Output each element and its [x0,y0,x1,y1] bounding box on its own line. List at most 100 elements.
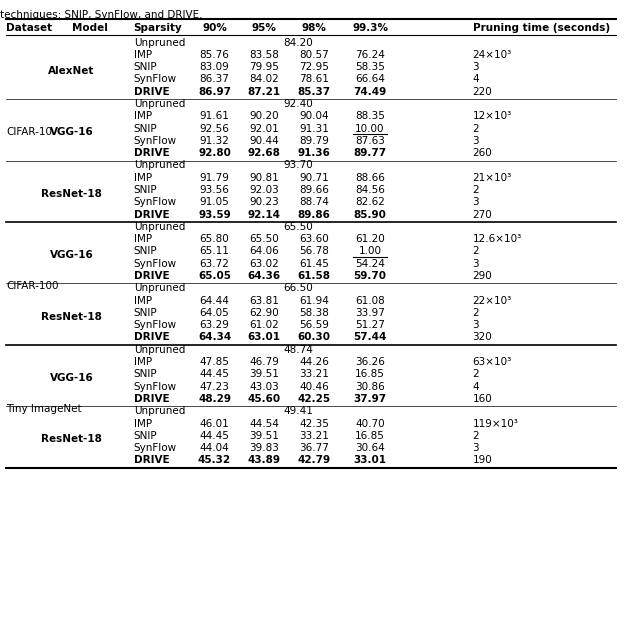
Text: 63.29: 63.29 [200,320,230,330]
Text: 160: 160 [473,394,492,404]
Text: 4: 4 [473,381,479,392]
Text: DRIVE: DRIVE [134,333,170,342]
Text: 4: 4 [473,74,479,84]
Text: 61.02: 61.02 [250,320,279,330]
Text: AlexNet: AlexNet [49,66,95,76]
Text: 220: 220 [473,87,492,97]
Text: 92.40: 92.40 [284,99,314,109]
Text: 260: 260 [473,148,492,158]
Text: DRIVE: DRIVE [134,394,170,404]
Text: 44.45: 44.45 [200,431,230,441]
Text: 3: 3 [473,136,479,146]
Text: 37.97: 37.97 [353,394,387,404]
Text: 49.41: 49.41 [284,406,314,416]
Text: 92.80: 92.80 [198,148,231,158]
Text: 84.20: 84.20 [284,38,314,47]
Text: 87.21: 87.21 [248,87,281,97]
Text: 65.50: 65.50 [250,234,279,244]
Text: 45.32: 45.32 [198,456,231,465]
Text: 3: 3 [473,197,479,207]
Text: 57.44: 57.44 [353,333,387,342]
Text: 48.74: 48.74 [284,345,314,355]
Text: 91.79: 91.79 [200,173,230,183]
Text: 92.68: 92.68 [248,148,281,158]
Text: 65.50: 65.50 [284,222,314,232]
Text: 85.76: 85.76 [200,50,230,60]
Text: 54.24: 54.24 [355,259,385,269]
Text: ResNet-18: ResNet-18 [41,189,102,198]
Text: 83.09: 83.09 [200,62,229,72]
Text: CIFAR-100: CIFAR-100 [6,281,59,291]
Text: Unpruned: Unpruned [134,161,185,170]
Text: 190: 190 [473,456,492,465]
Text: 33.01: 33.01 [353,456,387,465]
Text: 21×10³: 21×10³ [473,173,512,183]
Text: 92.14: 92.14 [248,210,281,220]
Text: 3: 3 [473,259,479,269]
Text: 90.81: 90.81 [250,173,279,183]
Text: 24×10³: 24×10³ [473,50,512,60]
Text: 62.90: 62.90 [250,308,279,318]
Text: 90.71: 90.71 [299,173,329,183]
Text: IMP: IMP [134,296,152,306]
Text: Unpruned: Unpruned [134,406,185,416]
Text: 63.72: 63.72 [200,259,230,269]
Text: Unpruned: Unpruned [134,284,185,293]
Text: 40.46: 40.46 [299,381,329,392]
Text: 90.23: 90.23 [250,197,279,207]
Text: IMP: IMP [134,419,152,429]
Text: Model: Model [72,22,108,33]
Text: DRIVE: DRIVE [134,148,170,158]
Text: 58.35: 58.35 [355,62,385,72]
Text: 44.04: 44.04 [200,443,229,453]
Text: 90%: 90% [202,22,227,33]
Text: 90.44: 90.44 [250,136,279,146]
Text: 86.97: 86.97 [198,87,231,97]
Text: DRIVE: DRIVE [134,271,170,281]
Text: 86.37: 86.37 [200,74,230,84]
Text: 88.35: 88.35 [355,111,385,122]
Text: 66.50: 66.50 [284,284,314,293]
Text: 44.54: 44.54 [250,419,279,429]
Text: IMP: IMP [134,234,152,244]
Text: VGG-16: VGG-16 [50,250,93,260]
Text: 30.86: 30.86 [355,381,385,392]
Text: 44.45: 44.45 [200,369,230,380]
Text: VGG-16: VGG-16 [50,127,93,137]
Text: SNIP: SNIP [134,246,157,257]
Text: 65.11: 65.11 [200,246,230,257]
Text: 16.85: 16.85 [355,431,385,441]
Text: SynFlow: SynFlow [134,443,177,453]
Text: Unpruned: Unpruned [134,222,185,232]
Text: 83.58: 83.58 [250,50,279,60]
Text: 3: 3 [473,320,479,330]
Text: 88.74: 88.74 [299,197,329,207]
Text: SynFlow: SynFlow [134,136,177,146]
Text: 63.02: 63.02 [250,259,279,269]
Text: 87.63: 87.63 [355,136,385,146]
Text: 39.51: 39.51 [250,431,279,441]
Text: 63.60: 63.60 [299,234,329,244]
Text: SynFlow: SynFlow [134,259,177,269]
Text: 66.64: 66.64 [355,74,385,84]
Text: SNIP: SNIP [134,185,157,195]
Text: 64.34: 64.34 [198,333,231,342]
Text: Tiny ImageNet: Tiny ImageNet [6,404,82,413]
Text: SynFlow: SynFlow [134,381,177,392]
Text: 59.70: 59.70 [353,271,387,281]
Text: SNIP: SNIP [134,62,157,72]
Text: 92.56: 92.56 [200,124,230,134]
Text: 78.61: 78.61 [299,74,329,84]
Text: 89.66: 89.66 [299,185,329,195]
Text: 51.27: 51.27 [355,320,385,330]
Text: 43.03: 43.03 [250,381,279,392]
Text: SynFlow: SynFlow [134,320,177,330]
Text: 65.80: 65.80 [200,234,229,244]
Text: 90.20: 90.20 [250,111,279,122]
Text: 61.20: 61.20 [355,234,385,244]
Text: techniques: SNIP, SynFlow, and DRIVE.: techniques: SNIP, SynFlow, and DRIVE. [0,10,202,20]
Text: SNIP: SNIP [134,369,157,380]
Text: 65.05: 65.05 [198,271,231,281]
Text: 44.26: 44.26 [299,357,329,367]
Text: 42.25: 42.25 [298,394,331,404]
